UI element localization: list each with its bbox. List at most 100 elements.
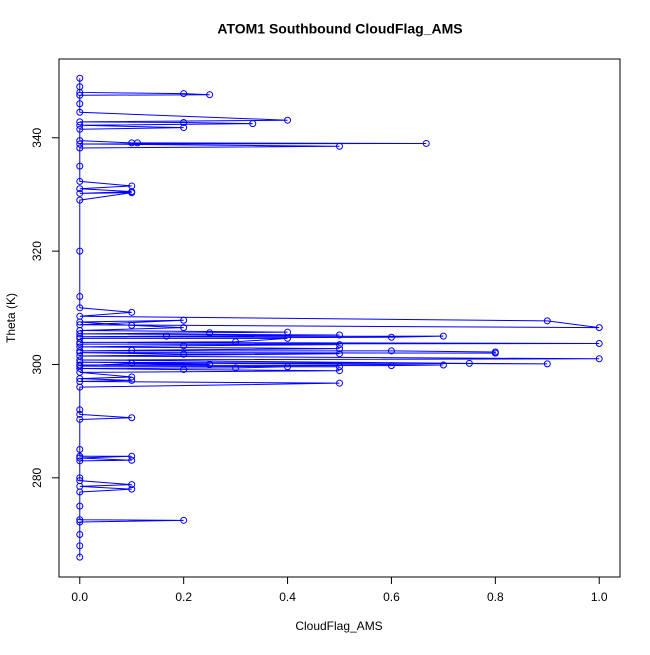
data-point — [76, 474, 84, 482]
data-point — [206, 91, 214, 99]
y-tick-label: 340 — [30, 127, 44, 147]
data-point — [336, 331, 343, 339]
data-point — [76, 74, 84, 82]
data-point — [76, 177, 84, 185]
data-point — [76, 162, 84, 170]
data-point — [128, 452, 136, 460]
data-point — [543, 317, 551, 325]
y-tick-label: 320 — [30, 241, 44, 261]
data-point — [439, 361, 447, 369]
x-tick-label: 0.4 — [279, 590, 296, 604]
data-point — [128, 485, 136, 493]
data-point — [76, 137, 84, 145]
data-point — [163, 332, 171, 340]
data-point — [387, 333, 395, 341]
data-point — [180, 90, 188, 98]
data-point — [180, 324, 188, 332]
data-point — [284, 363, 292, 371]
data-point — [76, 502, 84, 510]
data-point — [232, 364, 240, 372]
data-point — [387, 362, 395, 370]
data-point — [76, 108, 84, 116]
data-point — [76, 189, 84, 197]
data-point — [439, 332, 447, 340]
data-point — [76, 196, 84, 204]
data-point — [180, 124, 188, 132]
y-axis-label: Theta (K) — [4, 293, 18, 343]
data-point — [76, 518, 84, 526]
data-point — [128, 481, 136, 489]
data-point — [76, 349, 84, 357]
data-point — [128, 346, 136, 354]
y-tick-label: 280 — [30, 467, 44, 487]
data-point — [76, 247, 84, 255]
x-tick-label: 0.8 — [487, 590, 504, 604]
data-point — [76, 553, 84, 561]
data-point — [232, 338, 240, 346]
data-point — [336, 350, 343, 358]
data-point — [595, 324, 603, 332]
data-point — [491, 349, 499, 357]
data-point — [180, 366, 188, 374]
data-point — [76, 330, 84, 338]
data-point — [284, 116, 292, 124]
data-point — [76, 140, 84, 148]
data-point — [128, 414, 136, 422]
data-point — [76, 516, 84, 524]
data-point — [249, 120, 257, 128]
data-point — [284, 334, 292, 342]
data-point — [336, 363, 343, 371]
data-point — [128, 321, 136, 329]
data-point — [76, 457, 84, 465]
data-point — [76, 88, 84, 96]
data-point — [465, 359, 473, 367]
data-point — [336, 341, 343, 349]
data-point — [76, 406, 84, 414]
data-point — [76, 410, 84, 418]
data-point — [76, 340, 84, 348]
data-point — [206, 360, 214, 368]
data-point — [180, 516, 188, 524]
data-point — [128, 373, 136, 381]
data-point — [180, 342, 188, 350]
data-point — [76, 415, 84, 423]
plot-frame — [58, 58, 621, 578]
data-point — [128, 376, 136, 384]
data-point — [76, 121, 84, 129]
data-point — [206, 329, 214, 337]
y-tick-label: 300 — [30, 354, 44, 374]
x-tick-label: 0.0 — [71, 590, 88, 604]
data-point — [595, 340, 603, 348]
x-tick-label: 1.0 — [591, 590, 608, 604]
data-point — [422, 139, 430, 147]
x-tick-label: 0.2 — [175, 590, 192, 604]
data-point — [76, 375, 84, 383]
x-axis-label: CloudFlag_AMS — [295, 619, 382, 633]
data-point — [76, 383, 84, 391]
data-point — [76, 91, 84, 99]
data-point — [543, 360, 551, 368]
data-point — [128, 189, 136, 197]
data-point — [76, 185, 84, 193]
data-point — [180, 350, 188, 358]
data-point — [180, 316, 188, 324]
data-point — [595, 355, 603, 363]
data-point — [387, 347, 395, 355]
data-point — [76, 118, 84, 126]
data-point — [336, 345, 343, 353]
data-point — [76, 144, 84, 152]
chart-title: ATOM1 Southbound CloudFlag_AMS — [217, 21, 462, 37]
data-point — [76, 292, 84, 300]
data-point — [336, 367, 343, 375]
data-point — [76, 100, 84, 108]
data-point — [180, 118, 188, 126]
data-point — [76, 454, 84, 462]
data-point — [76, 318, 84, 326]
data-point — [76, 530, 84, 538]
data-point — [76, 125, 84, 133]
data-point — [76, 488, 84, 496]
data-point — [128, 359, 136, 367]
data-point — [128, 308, 136, 316]
